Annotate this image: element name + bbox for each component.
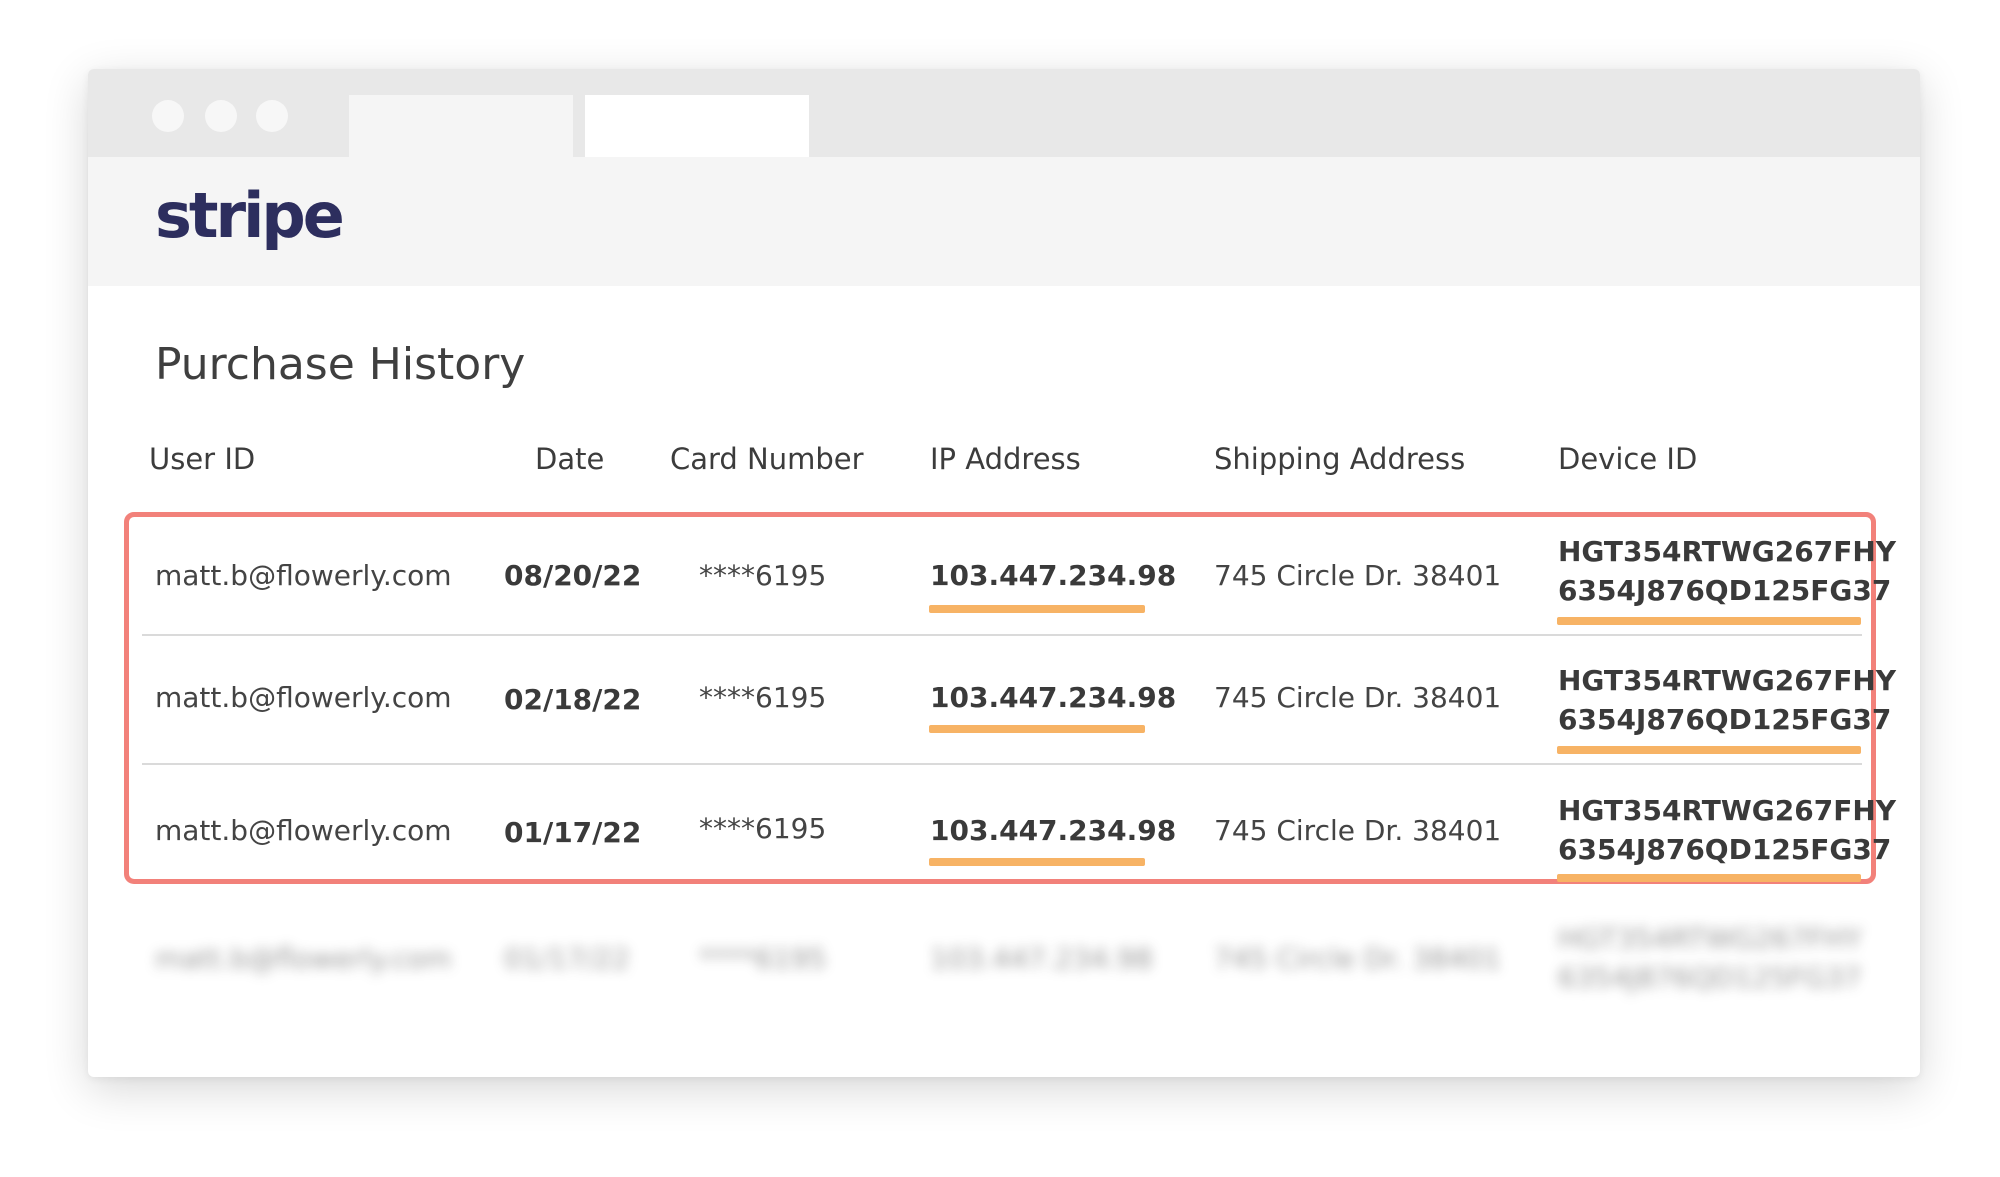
cell-card-number: ****6195: [699, 559, 827, 592]
ip-match-underline: [929, 858, 1145, 866]
cell-device-id-line2: 6354J876QD125FG37: [1558, 703, 1892, 736]
cell-device-id-line1: HGT354RTWG267FHY: [1558, 664, 1897, 697]
browser-tab-1[interactable]: [349, 95, 573, 157]
cell-ip-address: 103.447.234.98: [930, 814, 1177, 847]
cell-user-id: matt.b@flowerly.com: [155, 559, 452, 592]
window-titlebar: [88, 69, 1920, 157]
cell-device-id-line1: HGT354RTWG267FHY: [1558, 535, 1897, 568]
cell-date: 08/20/22: [504, 559, 642, 592]
col-header-device-id: Device ID: [1558, 442, 1698, 476]
cell-device-id-line2: 6354J876QD125FG37: [1558, 961, 1862, 994]
ip-match-underline: [929, 725, 1145, 733]
cell-ip-address: 103.447.234.98: [930, 681, 1177, 714]
browser-window: stripe Purchase History User ID Date Car…: [88, 69, 1920, 1077]
col-header-card-number: Card Number: [670, 442, 864, 476]
col-header-ip-address: IP Address: [930, 442, 1081, 476]
cell-shipping-address: 745 Circle Dr. 38401: [1214, 942, 1502, 975]
cell-shipping-address: 745 Circle Dr. 38401: [1214, 814, 1502, 847]
col-header-shipping-address: Shipping Address: [1214, 442, 1466, 476]
cell-card-number: ****6195: [699, 812, 827, 845]
window-minimize-dot[interactable]: [205, 100, 237, 132]
cell-device-id-line1: HGT354RTWG267FHY: [1558, 794, 1897, 827]
cell-device-id-line2: 6354J876QD125FG37: [1558, 574, 1892, 607]
cell-ip-address: 103.447.234.98: [930, 942, 1153, 975]
cell-ip-address: 103.447.234.98: [930, 559, 1177, 592]
page-title: Purchase History: [155, 339, 526, 390]
cell-date: 01/17/22: [504, 816, 642, 849]
matching-rows-highlight: [124, 512, 1876, 884]
stripe-logo[interactable]: stripe: [155, 179, 345, 252]
cell-device-id-line2: 6354J876QD125FG37: [1558, 833, 1892, 866]
row-divider: [142, 634, 1862, 636]
col-header-user-id: User ID: [149, 442, 256, 476]
cell-date: 01/17/22: [504, 942, 630, 975]
app-header: stripe: [88, 157, 1920, 286]
cell-user-id: matt.b@flowerly.com: [155, 942, 452, 975]
ip-match-underline: [929, 605, 1145, 613]
cell-shipping-address: 745 Circle Dr. 38401: [1214, 559, 1502, 592]
cell-shipping-address: 745 Circle Dr. 38401: [1214, 681, 1502, 714]
cell-user-id: matt.b@flowerly.com: [155, 814, 452, 847]
window-maximize-dot[interactable]: [256, 100, 288, 132]
cell-card-number: ****6195: [699, 942, 827, 975]
cell-user-id: matt.b@flowerly.com: [155, 681, 452, 714]
device-match-underline: [1557, 617, 1861, 625]
device-match-underline: [1557, 874, 1861, 882]
cell-date: 02/18/22: [504, 683, 642, 716]
device-match-underline: [1557, 746, 1861, 754]
cell-device-id-line1: HGT354RTWG267FHY: [1558, 922, 1862, 955]
window-close-dot[interactable]: [152, 100, 184, 132]
row-divider: [142, 763, 1862, 765]
col-header-date: Date: [535, 442, 605, 476]
browser-tab-2-active[interactable]: [585, 95, 809, 157]
cell-card-number: ****6195: [699, 681, 827, 714]
